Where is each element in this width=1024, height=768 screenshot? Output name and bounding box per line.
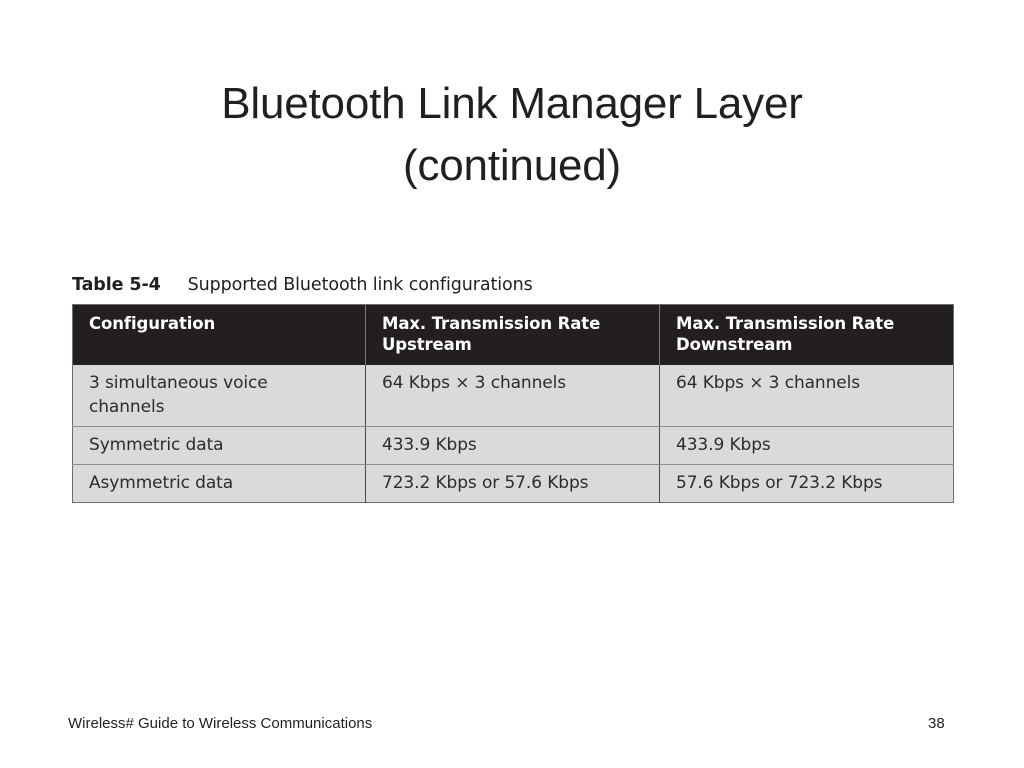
table-header-row: Configuration Max. Transmission Rate Ups… xyxy=(72,304,954,365)
column-header-downstream-line-2: Downstream xyxy=(676,335,793,354)
table-row: Asymmetric data 723.2 Kbps or 57.6 Kbps … xyxy=(72,464,954,503)
cell-downstream-rate: 64 Kbps × 3 channels xyxy=(659,365,954,427)
column-header-configuration-line-1: Configuration xyxy=(89,314,216,333)
cell-configuration-line-1: Symmetric data xyxy=(89,435,224,455)
cell-configuration-line-1: Asymmetric data xyxy=(89,473,234,493)
cell-upstream-rate: 64 Kbps × 3 channels xyxy=(365,365,660,427)
cell-downstream-rate-value: 57.6 Kbps or 723.2 Kbps xyxy=(676,473,883,493)
column-header-max-transmission-rate-downstream: Max. Transmission Rate Downstream xyxy=(659,304,954,365)
column-header-upstream-line-1: Max. Transmission Rate xyxy=(382,314,601,333)
cell-configuration-line-1: 3 simultaneous voice xyxy=(89,373,268,393)
table-row: Symmetric data 433.9 Kbps 433.9 Kbps xyxy=(72,426,954,465)
cell-downstream-rate-value: 64 Kbps × 3 channels xyxy=(676,373,861,393)
cell-downstream-rate: 57.6 Kbps or 723.2 Kbps xyxy=(659,464,954,503)
cell-upstream-rate: 433.9 Kbps xyxy=(365,426,660,465)
table-row: 3 simultaneous voice channels 64 Kbps × … xyxy=(72,365,954,427)
footer-page-number: 38 xyxy=(928,715,945,732)
bluetooth-link-configurations-table: Configuration Max. Transmission Rate Ups… xyxy=(72,304,954,503)
page-title-line-1: Bluetooth Link Manager Layer xyxy=(221,79,803,129)
cell-configuration: Asymmetric data xyxy=(72,464,366,503)
column-header-upstream-line-2: Upstream xyxy=(382,335,472,354)
table-caption-label: Table 5-4 xyxy=(72,275,161,295)
table-caption-text: Supported Bluetooth link configurations xyxy=(187,275,533,295)
table-header: Configuration Max. Transmission Rate Ups… xyxy=(72,304,954,365)
cell-configuration: Symmetric data xyxy=(72,426,366,465)
cell-downstream-rate-value: 433.9 Kbps xyxy=(676,435,771,455)
table-caption: Table 5-4 Supported Bluetooth link confi… xyxy=(72,274,953,296)
table-body: 3 simultaneous voice channels 64 Kbps × … xyxy=(72,365,954,503)
footer-source-text: Wireless# Guide to Wireless Communicatio… xyxy=(68,715,373,732)
cell-downstream-rate: 433.9 Kbps xyxy=(659,426,954,465)
column-header-max-transmission-rate-upstream: Max. Transmission Rate Upstream xyxy=(365,304,660,365)
cell-upstream-rate-value: 433.9 Kbps xyxy=(382,435,477,455)
cell-upstream-rate-value: 64 Kbps × 3 channels xyxy=(382,373,567,393)
column-header-configuration: Configuration xyxy=(72,304,366,365)
cell-configuration: 3 simultaneous voice channels xyxy=(72,365,366,427)
column-header-downstream-line-1: Max. Transmission Rate xyxy=(676,314,895,333)
cell-upstream-rate-value: 723.2 Kbps or 57.6 Kbps xyxy=(382,473,589,493)
table-figure: Table 5-4 Supported Bluetooth link confi… xyxy=(72,274,954,503)
page-title: Bluetooth Link Manager Layer (continued) xyxy=(0,73,1024,197)
cell-configuration-line-2: channels xyxy=(89,397,165,417)
cell-upstream-rate: 723.2 Kbps or 57.6 Kbps xyxy=(365,464,660,503)
page-title-line-2: (continued) xyxy=(403,141,621,191)
